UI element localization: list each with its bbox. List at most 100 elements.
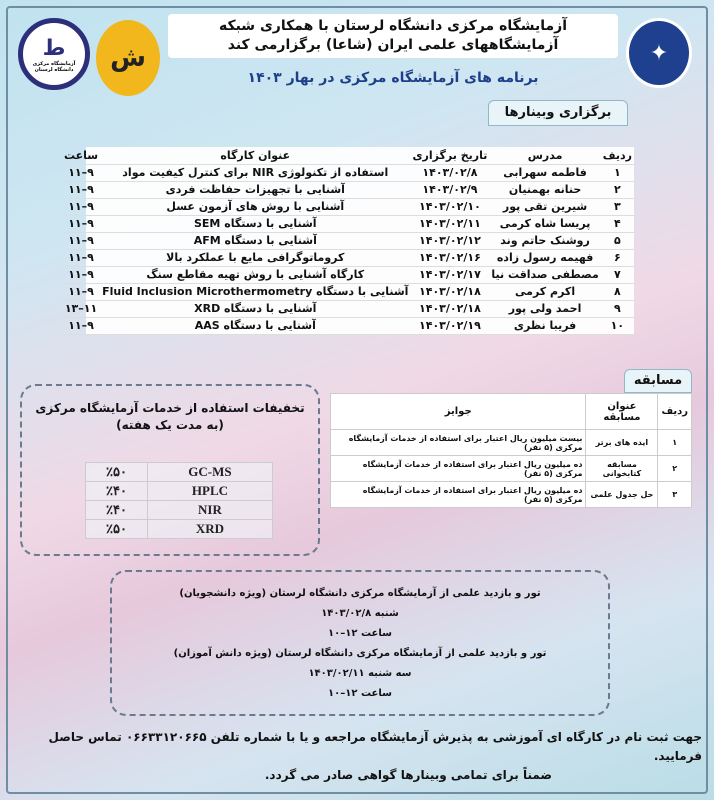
central-lab-logo: ط آزمایشگاه مرکزی دانشگاه لرستان [18, 18, 90, 90]
webinars-table: ردیف مدرس تاریخ برگزاری عنوان کارگاه ساع… [61, 147, 634, 335]
workshop-title: آشنایی با روش های آزمون عسل [100, 198, 411, 216]
discount-percent: ٪۴۰ [85, 481, 148, 501]
row-number: ۹ [600, 300, 634, 318]
instructor: روشنک حاتم وند [489, 232, 601, 250]
discounts-table: GC-MS ٪۵۰ HPLC ٪۴۰ NIR ٪۴۰ XRD ٪۵۰ [85, 462, 274, 539]
table-header-row: ردیف عنوان مسابقه جوایز [329, 393, 692, 430]
row-number: ۱ [657, 429, 692, 456]
table-row: ۹ احمد ولی پور ۱۴۰۳/۰۲/۱۸ آشنایی با دستگاه … [61, 300, 634, 318]
table-row: ۳ حل جدول علمی ده میلیون ریال اعتبار برای … [329, 481, 692, 508]
date: ۱۴۰۳/۰۲/۱۲ [410, 232, 490, 250]
time: ۹–۱۱ [61, 232, 101, 250]
time: ۹–۱۱ [61, 198, 101, 216]
date: ۱۴۰۳/۰۲/۱۷ [410, 266, 490, 284]
table-row: HPLC ٪۴۰ [85, 481, 274, 501]
table-row: ۱ فاطمه سهرابی ۱۴۰۳/۰۲/۸ استفاده از تکنولوژ… [61, 164, 634, 182]
discounts-box [20, 384, 320, 556]
date: ۱۴۰۳/۰۲/۱۶ [410, 249, 490, 267]
prize: ده میلیون ریال اعتبار برای استفاده از خد… [329, 481, 587, 508]
col-competition-title: عنوان مسابقه [585, 393, 659, 430]
tour-2-time: ساعت ۱۲–۱۰ [328, 688, 392, 699]
col-title: عنوان کارگاه [100, 147, 411, 165]
instructor: فاطمه سهرابی [489, 164, 601, 182]
poster-subtitle: برنامه های آزمایشگاه مرکزی در بهار ۱۴۰۳ [247, 70, 539, 86]
date: ۱۴۰۳/۰۲/۱۸ [410, 283, 490, 301]
certificate-note: ضمناً برای تمامی وبینارها گواهی صادر می … [264, 768, 552, 782]
discounts-heading: تخفیفات استفاده از خدمات آزمایشگاه مرکزی [35, 401, 305, 415]
logo-caption: آزمایشگاه مرکزی دانشگاه لرستان [32, 60, 76, 73]
tour-1-time: ساعت ۱۲–۱۰ [328, 628, 392, 639]
col-prizes: جوایز [329, 393, 587, 430]
time: ۹–۱۱ [61, 181, 101, 199]
table-row: XRD ٪۵۰ [85, 519, 274, 539]
instructor: فهیمه رسول زاده [489, 249, 601, 267]
registration-note: جهت ثبت نام در کارگاه ای آموزشی به پذیرش… [48, 730, 702, 763]
footer-note: جهت ثبت نام در کارگاه ای آموزشی به پذیرش… [12, 728, 702, 785]
table-row: ۳ شیرین تقی پور ۱۴۰۳/۰۲/۱۰ آشنایی با روش ها… [61, 198, 634, 216]
competition-title: مسابقه کتابخوانی [585, 455, 659, 482]
row-number: ۲ [600, 181, 634, 199]
instructor: اکرم کرمی [489, 283, 601, 301]
competition-table: ردیف عنوان مسابقه جوایز ۱ ایده های برتر بی… [329, 393, 692, 508]
table-row: ۵ روشنک حاتم وند ۱۴۰۳/۰۲/۱۲ آشنایی با دستگا… [61, 232, 634, 250]
time: ۹–۱۱ [61, 283, 101, 301]
instructor: حنانه بهمنیان [489, 181, 601, 199]
instructor: احمد ولی پور [489, 300, 601, 318]
tour-1-title: تور و بازدید علمی از آزمایشگاه مرکزی دان… [179, 588, 541, 599]
competition-tab: مسابقه [624, 369, 692, 393]
competition-title: ایده های برتر [585, 429, 659, 456]
col-row: ردیف [657, 393, 692, 430]
table-row: ۱ ایده های برتر بیست میلیون ریال اعتبار بر… [329, 429, 692, 456]
table-row: ۱۰ فریبا نظری ۱۴۰۳/۰۲/۱۹ آشنایی با دستگاه A… [61, 317, 634, 335]
row-number: ۲ [657, 455, 692, 482]
workshop-title: کروماتوگرافی مایع با عملکرد بالا [100, 249, 411, 267]
table-row: GC-MS ٪۵۰ [85, 462, 274, 482]
discounts-duration: (به مدت یک هفته) [116, 418, 224, 432]
col-date: تاریخ برگزاری [410, 147, 490, 165]
row-number: ۶ [600, 249, 634, 267]
discount-percent: ٪۵۰ [85, 462, 148, 482]
workshop-title: آشنایی با دستگاه AAS [100, 317, 411, 335]
date: ۱۴۰۳/۰۲/۹ [410, 181, 490, 199]
time: ۹–۱۱ [61, 249, 101, 267]
instrument: GC-MS [146, 462, 274, 482]
discount-percent: ٪۴۰ [85, 500, 148, 520]
tour-1-date: شنبه ۱۴۰۳/۰۲/۸ [321, 608, 399, 619]
date: ۱۴۰۳/۰۲/۱۸ [410, 300, 490, 318]
webinars-tab: برگزاری وبینارها [488, 100, 628, 126]
tours-box: تور و بازدید علمی از آزمایشگاه مرکزی دان… [110, 570, 610, 716]
poster-frame [6, 6, 708, 794]
row-number: ۳ [657, 481, 692, 508]
instructor: مصطفی صداقت نیا [489, 266, 601, 284]
time: ۹–۱۱ [61, 215, 101, 233]
discounts-title: تخفیفات استفاده از خدمات آزمایشگاه مرکزی… [24, 400, 316, 434]
instrument: NIR [146, 500, 274, 520]
workshop-title: استفاده از تکنولوژی NIR برای کنترل کیفیت… [100, 164, 411, 182]
row-number: ۴ [600, 215, 634, 233]
title-line-1: آزمایشگاه مرکزی دانشگاه لرستان با همکاری… [218, 18, 568, 34]
date: ۱۴۰۳/۰۲/۱۰ [410, 198, 490, 216]
tour-2-title: تور و بازدید علمی از آزمایشگاه مرکزی دان… [173, 648, 547, 659]
table-row: NIR ٪۴۰ [85, 500, 274, 520]
date: ۱۴۰۳/۰۲/۸ [410, 164, 490, 182]
table-row: ۴ پریسا شاه کرمی ۱۴۰۳/۰۲/۱۱ آشنایی با دستگا… [61, 215, 634, 233]
title-line-2: آزمایشگاههای علمی ایران (شاعا) برگزارمی … [227, 37, 559, 53]
time: ۹–۱۱ [61, 266, 101, 284]
instrument: HPLC [146, 481, 274, 501]
date: ۱۴۰۳/۰۲/۱۱ [410, 215, 490, 233]
time: ۱۱–۱۳ [61, 300, 101, 318]
col-instructor: مدرس [489, 147, 601, 165]
workshop-title: آشنایی با دستگاه XRD [100, 300, 411, 318]
tour-2-date: سه شنبه ۱۴۰۳/۰۲/۱۱ [308, 668, 412, 679]
time: ۹–۱۱ [61, 164, 101, 182]
instructor: فریبا نظری [489, 317, 601, 335]
table-row: ۲ حنانه بهمنیان ۱۴۰۳/۰۲/۹ آشنایی با تجهیزات… [61, 181, 634, 199]
table-row: ۷ مصطفی صداقت نیا ۱۴۰۳/۰۲/۱۷ کارگاه آشنایی … [61, 266, 634, 284]
shaa-logo: ش [96, 20, 160, 96]
workshop-title: کارگاه آشنایی با روش تهیه مقاطع سنگ [100, 266, 411, 284]
table-row: ۲ مسابقه کتابخوانی ده میلیون ریال اعتبار ب… [329, 455, 692, 482]
workshop-title: آشنایی با دستگاه AFM [100, 232, 411, 250]
lorestan-university-logo: ✦ [626, 18, 692, 88]
col-time: ساعت [61, 147, 101, 165]
discount-percent: ٪۵۰ [85, 519, 148, 539]
